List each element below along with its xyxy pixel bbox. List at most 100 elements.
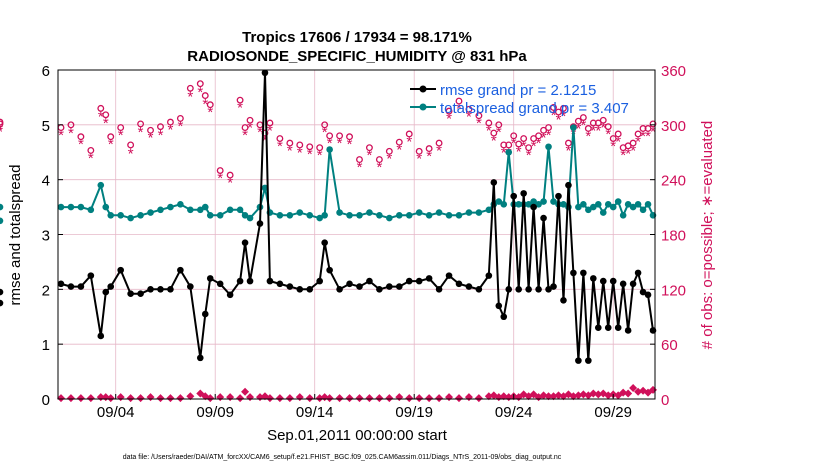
obs-low-point: [544, 392, 553, 401]
totalspread-point: [336, 209, 343, 216]
rmse-point: [167, 286, 174, 293]
obs-possible-point: [246, 116, 254, 124]
totalspread-point: [525, 201, 532, 208]
totalspread-point: [415, 209, 423, 216]
obs-possible-point: [594, 119, 602, 127]
obs-possible-point: [555, 108, 562, 116]
totalspread-point: [619, 212, 627, 219]
obs-low-point: [86, 394, 95, 403]
rmse-point: [575, 357, 582, 364]
rmse-point: [336, 286, 343, 293]
obs-evaluated-point: *: [566, 143, 572, 160]
obs-low-point: [574, 391, 583, 400]
chart-subtitle: RADIOSONDE_SPECIFIC_HUMIDITY @ 831 hPa: [187, 48, 527, 65]
obs-evaluated-point: *: [217, 170, 223, 187]
obs-evaluated-point: *: [207, 104, 213, 121]
obs-possible-point: [545, 124, 552, 132]
obs-evaluated-point: *: [197, 84, 203, 101]
obs-evaluated-point: *: [620, 147, 626, 164]
obs-possible-point: [599, 116, 607, 124]
obs-possible-point: [385, 147, 393, 155]
rmse-point: [540, 214, 547, 222]
rmse-point: [525, 286, 532, 293]
obs-evaluated-point: *: [541, 130, 547, 147]
obs-possible-point: [649, 120, 657, 128]
rmse-point: [67, 283, 75, 290]
totalspread-point: [67, 203, 75, 211]
obs-possible-point: [127, 141, 135, 149]
totalspread-point: [599, 209, 607, 216]
obs-low-point: [66, 394, 75, 403]
obs-possible-point: [176, 114, 184, 122]
obs-evaluated-point: *: [103, 115, 109, 132]
obs-low-point: [206, 394, 215, 403]
rmse-point: [261, 69, 269, 77]
rmse-point: [624, 327, 632, 334]
rmse-point: [530, 203, 537, 211]
plot-area: * **** ***** * * * ** ** ** *** * * *** * * * *** * **** **…: [0, 69, 658, 403]
y-tick-label: 0: [42, 392, 50, 409]
rmse-point: [520, 190, 527, 197]
rmse-point: [266, 277, 274, 285]
rmse-point: [465, 283, 473, 290]
rmse-point: [629, 280, 637, 288]
totalspread-point: [580, 201, 587, 208]
totalspread-point: [515, 201, 522, 208]
totalspread-point: [594, 201, 602, 208]
obs-evaluated-point: *: [536, 135, 542, 152]
totalspread-point: [87, 206, 95, 214]
rmse-point: [77, 283, 85, 290]
obs-possible-point: [435, 139, 443, 147]
obs-evaluated-point: *: [347, 136, 353, 153]
obs-low-point: [136, 394, 145, 403]
totalspread-point: [535, 201, 542, 208]
rmse-point: [515, 286, 522, 293]
totalspread-point: [147, 209, 154, 216]
obs-evaluated-point: *: [406, 133, 412, 150]
rmse-point: [246, 277, 254, 285]
obs-possible-point: [216, 167, 224, 174]
obs-possible-point: [550, 104, 557, 111]
rmse-point: [455, 280, 463, 288]
totalspread-point: [241, 212, 249, 219]
totalspread-point: [629, 203, 637, 211]
totalspread-point: [196, 206, 204, 214]
obs-possible-point: [306, 143, 314, 151]
legend: rmse grand pr = 2.1215 totalspread grand…: [410, 82, 629, 117]
obs-low-point: [634, 387, 643, 396]
x-tick-label: 09/29: [594, 404, 632, 421]
obs-evaluated-point: *: [556, 111, 562, 128]
rmse-point: [500, 313, 508, 321]
obs-possible-point: [102, 111, 110, 119]
totalspread-point: [316, 214, 323, 222]
obs-low-point: [629, 384, 638, 393]
obs-possible-point: [137, 120, 145, 128]
obs-low-point: [499, 392, 508, 401]
rmse-point: [321, 239, 328, 247]
legend-spread-label: totalspread grand pr = 3.407: [440, 100, 629, 117]
obs-low-point: [445, 393, 454, 402]
obs-evaluated-point: *: [416, 151, 422, 168]
obs-possible-point: [614, 130, 622, 138]
totalspread-point: [117, 212, 124, 219]
obs-possible-point: [395, 138, 403, 146]
totalspread-point: [321, 212, 328, 219]
footer-data-file: data file: /Users/raeder/DAI/ATM_forcXX/…: [123, 454, 562, 461]
rmse-line: [60, 72, 654, 361]
rmse-point: [585, 357, 592, 364]
totalspread-point: [0, 203, 4, 211]
obs-low-point: [156, 394, 165, 403]
totalspread-point: [356, 212, 363, 219]
obs-possible-point: [540, 126, 548, 134]
obs-evaluated-point: *: [187, 89, 193, 106]
obs-evaluated-point: *: [561, 108, 567, 125]
obs-low-point: [484, 392, 493, 401]
obs-possible-point: [579, 114, 587, 121]
rmse-point: [510, 192, 518, 200]
rmse-point: [639, 288, 647, 296]
obs-low-point: [285, 394, 294, 403]
rmse-point: [226, 291, 234, 299]
obs-evaluated-point: *: [546, 127, 552, 144]
rmse-point: [127, 290, 134, 298]
